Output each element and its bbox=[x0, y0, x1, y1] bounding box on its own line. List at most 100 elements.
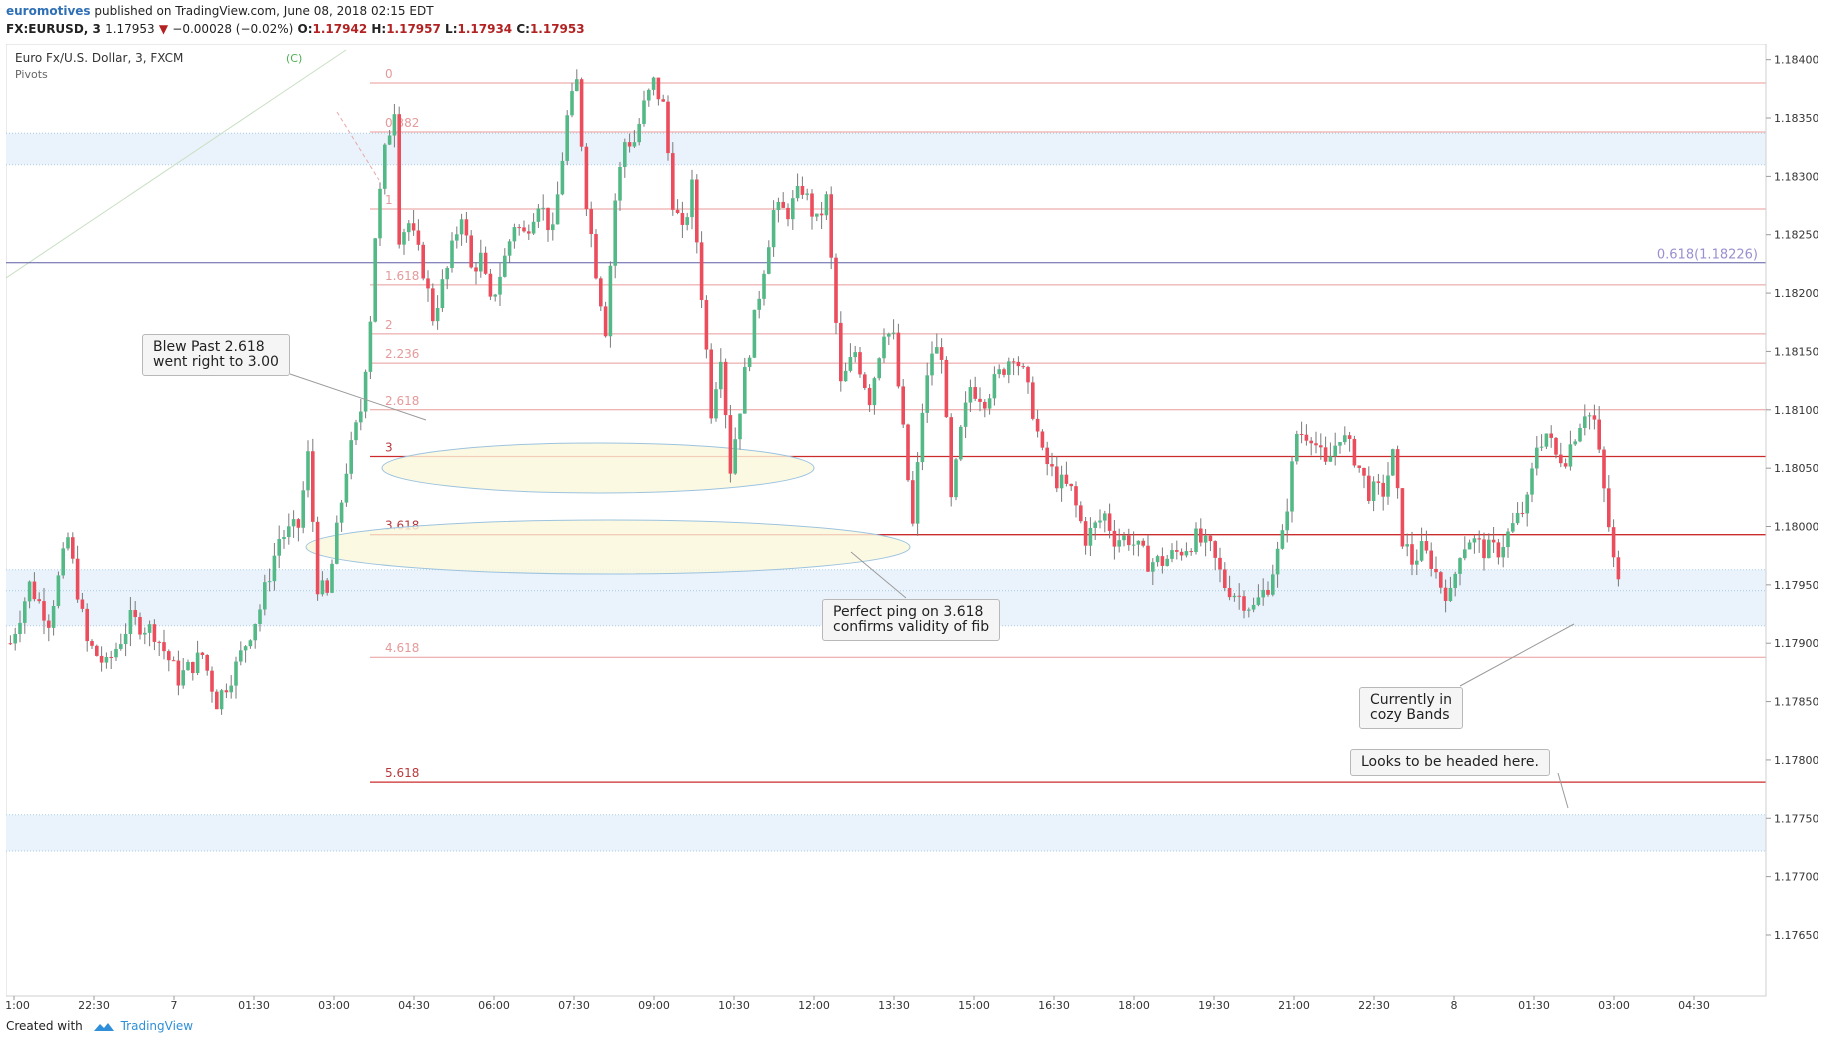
candle-body bbox=[1362, 467, 1366, 476]
candle-body bbox=[205, 655, 209, 671]
candle-body bbox=[594, 234, 598, 279]
author-link[interactable]: euromotives bbox=[6, 4, 91, 18]
candle-body bbox=[1439, 572, 1443, 588]
publish-info: euromotives published on TradingView.com… bbox=[6, 4, 434, 18]
candle-body bbox=[661, 99, 665, 102]
candle-body bbox=[983, 401, 987, 409]
time-tick-label: 15:00 bbox=[958, 999, 990, 1010]
candle-body bbox=[152, 624, 157, 642]
candle-body bbox=[1040, 431, 1045, 448]
candle-body bbox=[1592, 415, 1597, 420]
price-tick-label: 1.18150 bbox=[1774, 345, 1818, 358]
candle-body bbox=[1271, 574, 1275, 595]
callout-pointer bbox=[850, 551, 907, 599]
candle-body bbox=[944, 359, 949, 418]
candle-body bbox=[954, 459, 958, 498]
candle-body bbox=[685, 217, 689, 225]
candle-body bbox=[1506, 531, 1510, 548]
candle-body bbox=[1266, 589, 1270, 595]
footer: Created with TradingView bbox=[6, 1019, 193, 1033]
price-tick-label: 1.18300 bbox=[1774, 170, 1818, 183]
time-tick-label: 13:30 bbox=[878, 999, 910, 1010]
candle-body bbox=[1367, 475, 1371, 502]
candle-body bbox=[397, 114, 401, 245]
candle-body bbox=[579, 79, 584, 147]
callout-cozy-bands[interactable]: Currently in cozy Bands bbox=[1359, 687, 1463, 729]
candle-body bbox=[1117, 540, 1121, 547]
candle-body bbox=[555, 194, 560, 225]
candle-body bbox=[1314, 443, 1318, 446]
candle-body bbox=[363, 371, 368, 412]
candle-body bbox=[968, 387, 973, 403]
candle-body bbox=[531, 221, 536, 234]
down-arrow-icon: ▼ bbox=[158, 22, 169, 36]
callout-headed-here[interactable]: Looks to be headed here. bbox=[1350, 749, 1550, 776]
fib-level-label: 2 bbox=[385, 318, 393, 332]
candle-body bbox=[882, 336, 886, 359]
candle-body bbox=[200, 652, 205, 656]
low-label: L: bbox=[445, 22, 458, 36]
price-tick-label: 1.17850 bbox=[1774, 696, 1818, 709]
candle-body bbox=[1007, 361, 1011, 375]
candle-body bbox=[714, 389, 718, 419]
callout-perfect-ping[interactable]: Perfect ping on 3.618 confirms validity … bbox=[822, 599, 1001, 641]
candle-body bbox=[1031, 382, 1035, 419]
time-tick-label: 06:00 bbox=[478, 999, 510, 1010]
candle-body bbox=[119, 644, 123, 649]
candle-body bbox=[819, 213, 824, 216]
candle-body bbox=[795, 185, 800, 199]
tradingview-logo-icon bbox=[93, 1022, 114, 1031]
candle-body bbox=[1434, 568, 1438, 573]
fib-level-label: 1.618 bbox=[385, 269, 419, 283]
candle-body bbox=[1338, 442, 1342, 446]
candle-body bbox=[1131, 544, 1136, 546]
candle-body bbox=[997, 369, 1001, 375]
candle-body bbox=[632, 142, 637, 147]
time-tick-label: 21:00 bbox=[1278, 999, 1310, 1010]
candle-body bbox=[224, 690, 229, 693]
candle-body bbox=[733, 439, 737, 474]
candle-body bbox=[488, 273, 493, 297]
candle-body bbox=[1059, 474, 1064, 489]
tradingview-brand-link[interactable]: TradingView bbox=[120, 1019, 194, 1033]
price-tick-label: 1.18350 bbox=[1774, 112, 1818, 125]
candle-body bbox=[747, 357, 752, 368]
candle-body bbox=[378, 188, 382, 239]
candle-body bbox=[1290, 461, 1294, 512]
open-label: O: bbox=[297, 22, 313, 36]
callout-blew-past[interactable]: Blew Past 2.618 went right to 3.00 bbox=[142, 334, 290, 376]
candle-body bbox=[267, 581, 272, 583]
candle-body bbox=[1079, 505, 1083, 522]
candle-body bbox=[877, 358, 881, 379]
candle-body bbox=[1568, 444, 1573, 467]
candle-body bbox=[906, 424, 910, 481]
pivot-band bbox=[6, 569, 1766, 591]
candle-body bbox=[1530, 468, 1534, 495]
candle-body bbox=[99, 655, 104, 663]
candle-body bbox=[181, 670, 185, 686]
price-chart[interactable]: 0.618(1.18226)00.38211.61822.2362.61833.… bbox=[0, 43, 1820, 1012]
candle-body bbox=[1199, 528, 1203, 543]
candle-body bbox=[570, 91, 574, 116]
candle-body bbox=[1098, 520, 1102, 523]
candle-body bbox=[810, 193, 814, 217]
fib-anchor-line bbox=[336, 111, 380, 181]
candle-body bbox=[1573, 441, 1577, 445]
candle-body bbox=[1016, 361, 1021, 367]
candle-body bbox=[176, 660, 181, 686]
fib-level-label: 0 bbox=[385, 67, 393, 81]
candle-body bbox=[469, 235, 473, 268]
candle-body bbox=[320, 580, 325, 595]
time-tick-label: 19:30 bbox=[1198, 999, 1230, 1010]
candle-body bbox=[723, 361, 728, 416]
time-tick-label: 18:00 bbox=[1118, 999, 1150, 1010]
candle-body bbox=[133, 610, 137, 618]
candle-body bbox=[915, 462, 920, 524]
candle-body bbox=[863, 374, 867, 388]
plot-background[interactable] bbox=[5, 43, 1767, 997]
candle-body bbox=[853, 352, 857, 358]
candle-body bbox=[455, 234, 459, 241]
chart-area[interactable]: 0.618(1.18226) 0 0.382 1 1.618 2 2.236 2.618 3 3.… bbox=[0, 43, 1820, 1012]
candle-body bbox=[114, 648, 118, 658]
candle-body bbox=[1088, 527, 1093, 546]
